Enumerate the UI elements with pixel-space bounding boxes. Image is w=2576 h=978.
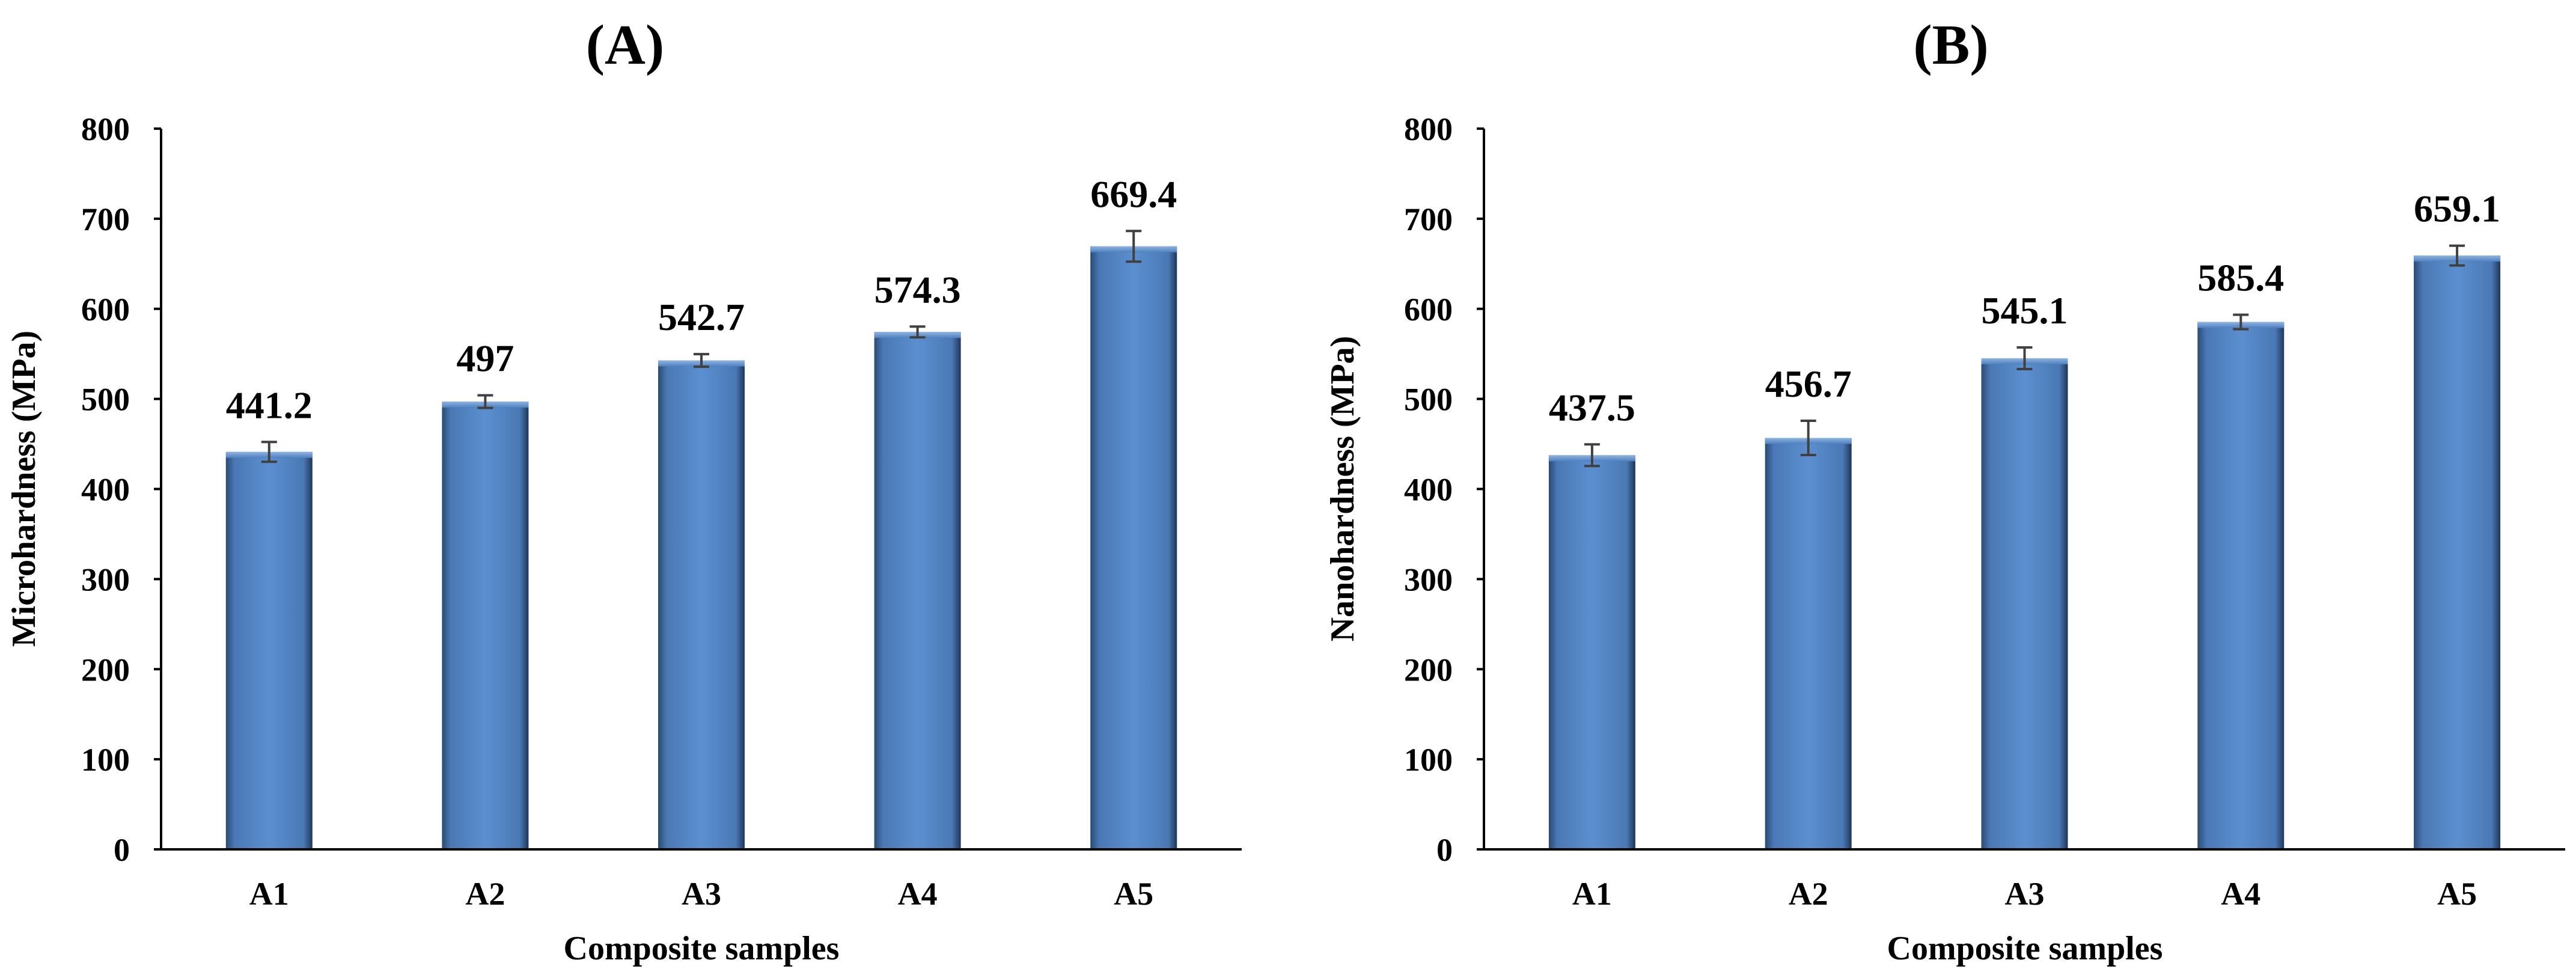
- x-tick-label-a-a1: A1: [249, 876, 289, 912]
- x-axis-title-a: Composite samples: [564, 930, 840, 967]
- y-tick-label-a: 400: [81, 472, 130, 508]
- bar-b-a2: [1765, 438, 1852, 849]
- error-bar-a-a1: [261, 441, 277, 463]
- panel-label-b: (B): [1913, 14, 1988, 76]
- y-axis-title-a: Microhardness (MPa): [5, 331, 43, 647]
- value-label-b-a4: 585.4: [2197, 257, 2284, 299]
- y-ticks-a: 0 100 200 300 400 500 600 700 800: [81, 111, 161, 868]
- error-bar-a-a4: [909, 325, 926, 339]
- x-ticks-a: A1 A2 A3 A4 A5: [249, 876, 1153, 912]
- y-tick-label-b: 0: [1436, 832, 1453, 868]
- bar-b-a1: [1548, 455, 1635, 849]
- bars-b: 437.5 456.7 545.1 585.4 659.1: [1548, 188, 2501, 849]
- x-tick-label-b-a5: A5: [2437, 876, 2477, 912]
- bar-a-a1: [225, 451, 313, 849]
- chart-panel-b: (B) 437.5 456.7 545.1 585.4 659.1 0 100 200 300…: [1324, 14, 2565, 967]
- x-tick-label-b-a3: A3: [2005, 876, 2045, 912]
- value-label-a-a3: 542.7: [658, 296, 745, 338]
- y-tick-label-b: 700: [1404, 201, 1453, 237]
- error-bar-b-a4: [2233, 313, 2249, 331]
- error-bar-a-a3: [694, 353, 709, 368]
- error-bar-a-a2: [477, 394, 493, 409]
- error-bar-b-a3: [2016, 346, 2033, 371]
- chart-panel-a: (A) 441.2 497 542.7 574.3 669.4 0 100 200 300 40…: [5, 14, 1242, 967]
- value-label-b-a1: 437.5: [1549, 386, 1635, 429]
- x-ticks-b: A1 A2 A3 A4 A5: [1572, 876, 2477, 912]
- y-tick-label-b: 800: [1404, 111, 1453, 147]
- y-tick-label-b: 100: [1404, 742, 1453, 778]
- error-bar-b-a1: [1584, 443, 1600, 468]
- y-tick-label-a: 700: [81, 201, 130, 237]
- value-label-a-a1: 441.2: [226, 384, 313, 426]
- x-tick-label-a-a4: A4: [898, 876, 938, 912]
- y-tick-label-b: 400: [1404, 472, 1453, 508]
- value-label-a-a4: 574.3: [874, 268, 961, 311]
- error-bar-b-a2: [1800, 420, 1816, 456]
- bar-a-a3: [658, 360, 745, 849]
- value-label-b-a3: 545.1: [1982, 289, 2068, 332]
- x-axis-title-b: Composite samples: [1887, 930, 2163, 967]
- y-tick-label-a: 200: [81, 652, 130, 688]
- x-tick-label-a-a3: A3: [682, 876, 721, 912]
- bar-a-a2: [442, 402, 529, 849]
- value-label-b-a5: 659.1: [2414, 188, 2500, 230]
- x-tick-label-b-a2: A2: [1789, 876, 1828, 912]
- bar-a-a4: [874, 332, 961, 849]
- value-label-b-a2: 456.7: [1765, 362, 1852, 405]
- bar-b-a3: [1981, 358, 2068, 849]
- bar-a-a5: [1090, 246, 1177, 849]
- y-ticks-b: 0 100 200 300 400 500 600 700 800: [1404, 111, 1484, 868]
- y-tick-label-b: 200: [1404, 652, 1453, 688]
- bar-b-a4: [2197, 322, 2285, 849]
- x-tick-label-a-a2: A2: [465, 876, 505, 912]
- y-tick-label-b: 600: [1404, 292, 1453, 328]
- y-tick-label-a: 600: [81, 292, 130, 328]
- x-tick-label-b-a4: A4: [2221, 876, 2260, 912]
- y-tick-label-a: 300: [81, 561, 130, 597]
- y-tick-label-a: 800: [81, 111, 130, 147]
- bars-a: 441.2 497 542.7 574.3 669.4: [225, 173, 1177, 849]
- value-label-a-a5: 669.4: [1090, 173, 1177, 215]
- y-tick-label-b: 300: [1404, 561, 1453, 597]
- error-bar-b-a5: [2449, 244, 2465, 267]
- y-tick-label-a: 100: [81, 742, 130, 778]
- value-label-a-a2: 497: [456, 337, 514, 380]
- y-tick-label-a: 500: [81, 382, 130, 418]
- bar-b-a5: [2414, 255, 2501, 849]
- y-tick-label-a: 0: [114, 832, 130, 868]
- panel-label-a: (A): [586, 14, 665, 76]
- error-bar-a-a5: [1126, 230, 1142, 263]
- x-tick-label-b-a1: A1: [1572, 876, 1612, 912]
- y-tick-label-b: 500: [1404, 382, 1453, 418]
- x-tick-label-a-a5: A5: [1114, 876, 1153, 912]
- y-axis-title-b: Nanohardness (MPa): [1324, 336, 1361, 642]
